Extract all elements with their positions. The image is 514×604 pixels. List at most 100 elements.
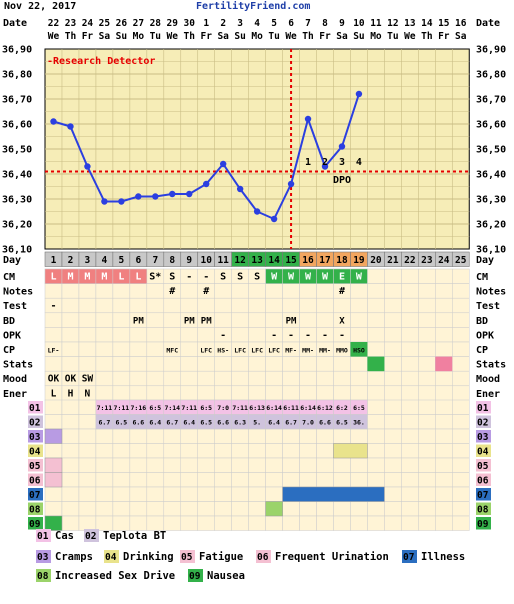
row-cell <box>452 385 470 401</box>
symptom-code-left: 03 <box>29 432 41 443</box>
row-cell <box>129 356 148 372</box>
symptom-cell <box>61 486 80 502</box>
date-label: 5 <box>271 18 277 29</box>
row-cell <box>146 297 165 314</box>
row-cell <box>248 283 266 299</box>
row-cell <box>95 370 114 387</box>
symptom-cell <box>231 428 249 444</box>
weekday-label: Th <box>421 31 432 42</box>
symptom-code-right: 08 <box>477 505 489 516</box>
symptom-cell <box>95 443 114 459</box>
cm-value: W <box>322 272 329 283</box>
row-cell <box>112 385 131 401</box>
row-cell <box>265 312 283 328</box>
dpo-number: 3 <box>339 157 345 168</box>
legend-label: Frequent Urination <box>275 551 389 563</box>
teplota-value: 36. <box>353 419 365 427</box>
opk-value: - <box>322 330 328 341</box>
row-cell <box>112 283 131 299</box>
symptom-code-box-right <box>476 401 491 414</box>
y-tick-label-right: 36,30 <box>476 195 506 206</box>
row-cell <box>248 356 266 372</box>
row-cell <box>146 327 165 343</box>
cp-value: LFC <box>200 347 212 355</box>
row-label-left: CP <box>3 345 15 356</box>
teplota-value: 6.4 <box>268 419 280 427</box>
legend-swatch <box>36 569 51 582</box>
row-cell <box>146 283 165 299</box>
legend-swatch <box>36 529 51 542</box>
symptom-cell <box>163 472 182 488</box>
row-cell <box>265 385 283 401</box>
row-cell <box>214 297 232 314</box>
row-cell <box>452 312 470 328</box>
legend-code: 08 <box>37 571 49 582</box>
symptom-cell <box>214 428 232 444</box>
bd-value: PM <box>286 316 297 326</box>
legend-swatch <box>188 569 203 582</box>
row-label-right: CM <box>476 272 488 283</box>
row-cell <box>316 356 334 372</box>
cm-value: W <box>356 272 363 283</box>
symptom-code-box-left <box>28 473 43 486</box>
row-cell <box>418 312 436 328</box>
symptom-code-right: 03 <box>477 432 489 443</box>
row-cell <box>95 385 114 401</box>
symptom-cell <box>401 414 419 430</box>
row-cell <box>316 385 334 401</box>
symptom-cell <box>384 457 402 473</box>
symptom-cell <box>316 428 334 444</box>
symptom-cell <box>265 472 283 488</box>
cm-value: W <box>305 272 312 283</box>
symptom-cell <box>78 515 97 531</box>
row-cell <box>112 297 131 314</box>
teplota-value: 6.7 <box>99 419 111 427</box>
row-cell <box>367 312 385 328</box>
date-row-label: Date <box>3 18 27 29</box>
row-cell <box>418 385 436 401</box>
weekday-label: Mo <box>251 31 263 42</box>
row-cell <box>163 370 182 387</box>
symptom-cell <box>163 501 182 517</box>
row-cell <box>61 341 80 357</box>
symptom-cell <box>282 443 300 459</box>
row-cell <box>401 297 419 314</box>
symptom-cell <box>61 428 80 444</box>
cas-value: 7:16 <box>131 404 147 412</box>
symptom-cell <box>367 457 385 473</box>
cas-value: 6:14 <box>266 404 282 412</box>
symptom-cell <box>418 414 436 430</box>
symptom-cell <box>333 428 351 444</box>
symptom-cell <box>78 472 97 488</box>
symptom-cell <box>146 457 165 473</box>
opk-value: - <box>339 330 345 341</box>
stats-cell-fill <box>367 356 385 372</box>
row-cell <box>435 385 453 401</box>
row-cell <box>282 356 300 372</box>
row-cell <box>163 356 182 372</box>
weekday-label: We <box>285 31 297 42</box>
mood-value: OK <box>48 374 60 385</box>
cp-value: LFC <box>251 347 263 355</box>
cm-value: E <box>339 272 345 283</box>
symptom-cell <box>129 501 148 517</box>
y-tick-label-left: 36,90 <box>2 45 32 56</box>
date-label: 24 <box>82 18 94 29</box>
row-cell <box>146 370 165 387</box>
row-cell <box>231 370 249 387</box>
symptom-cell <box>316 515 334 531</box>
row-cell <box>44 356 63 372</box>
symptom-mark <box>282 486 385 502</box>
cas-value: 6:5 <box>149 404 161 412</box>
row-label-right: CP <box>476 345 488 356</box>
row-cell <box>452 297 470 314</box>
symptom-cell <box>384 501 402 517</box>
symptom-code-left: 04 <box>29 447 41 458</box>
temperature-point <box>253 208 261 215</box>
row-cell <box>401 356 419 372</box>
symptom-cell <box>61 501 80 517</box>
symptom-cell <box>384 428 402 444</box>
day-number: 2 <box>68 255 74 266</box>
symptom-cell <box>214 443 232 459</box>
cas-value: 7:11 <box>181 404 197 412</box>
